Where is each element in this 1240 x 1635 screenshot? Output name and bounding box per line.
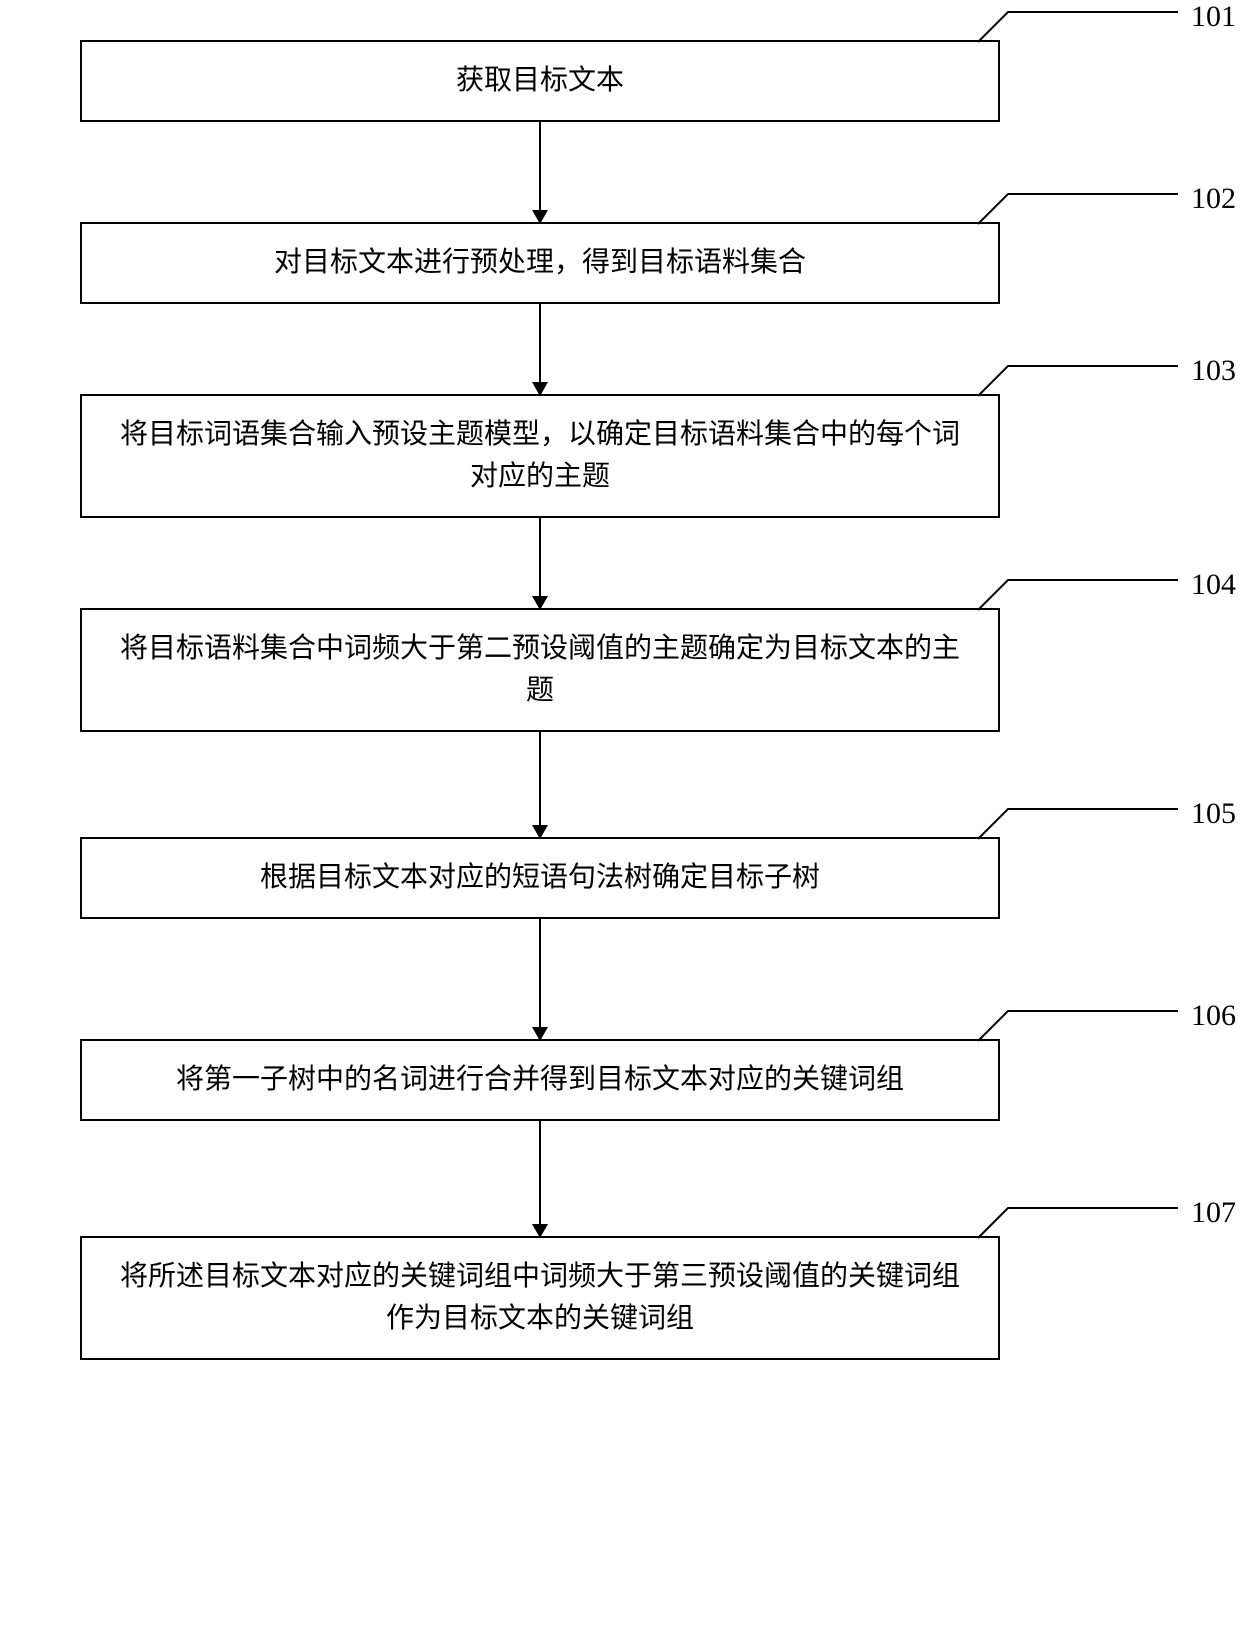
callout-line-icon — [978, 12, 1178, 72]
arrow-wrapper — [20, 518, 1220, 608]
flow-row: 将第一子树中的名词进行合并得到目标文本对应的关键词组 106 — [20, 1039, 1220, 1121]
arrow-wrapper — [20, 304, 1220, 394]
flow-step-103: 将目标词语集合输入预设主题模型，以确定目标语料集合中的每个词对应的主题 103 — [80, 394, 1000, 518]
flow-row: 将目标词语集合输入预设主题模型，以确定目标语料集合中的每个词对应的主题 103 — [20, 394, 1220, 518]
step-label: 101 — [1191, 0, 1236, 39]
step-label: 102 — [1191, 176, 1236, 221]
step-label: 107 — [1191, 1190, 1236, 1235]
flow-row: 根据目标文本对应的短语句法树确定目标子树 105 — [20, 837, 1220, 919]
flow-step-107: 将所述目标文本对应的关键词组中词频大于第三预设阈值的关键词组作为目标文本的关键词… — [80, 1236, 1000, 1360]
step-text: 将所述目标文本对应的关键词组中词频大于第三预设阈值的关键词组作为目标文本的关键词… — [120, 1261, 960, 1334]
arrow-wrapper — [20, 1121, 1220, 1236]
flow-row: 获取目标文本 101 — [20, 40, 1220, 122]
step-label: 103 — [1191, 348, 1236, 393]
arrow-down-icon — [539, 732, 541, 837]
step-label: 104 — [1191, 562, 1236, 607]
flow-step-106: 将第一子树中的名词进行合并得到目标文本对应的关键词组 106 — [80, 1039, 1000, 1121]
arrow-down-icon — [539, 518, 541, 608]
arrow-wrapper — [20, 122, 1220, 222]
arrow-wrapper — [20, 732, 1220, 837]
flow-step-104: 将目标语料集合中词频大于第二预设阈值的主题确定为目标文本的主题 104 — [80, 608, 1000, 732]
flow-row: 对目标文本进行预处理，得到目标语料集合 102 — [20, 222, 1220, 304]
flow-row: 将所述目标文本对应的关键词组中词频大于第三预设阈值的关键词组作为目标文本的关键词… — [20, 1236, 1220, 1360]
step-label: 105 — [1191, 791, 1236, 836]
step-text: 将目标词语集合输入预设主题模型，以确定目标语料集合中的每个词对应的主题 — [120, 419, 960, 492]
arrow-down-icon — [539, 919, 541, 1039]
step-text: 将第一子树中的名词进行合并得到目标文本对应的关键词组 — [176, 1064, 904, 1095]
arrow-down-icon — [539, 122, 541, 222]
step-text: 对目标文本进行预处理，得到目标语料集合 — [274, 247, 806, 278]
flow-row: 将目标语料集合中词频大于第二预设阈值的主题确定为目标文本的主题 104 — [20, 608, 1220, 732]
step-text: 将目标语料集合中词频大于第二预设阈值的主题确定为目标文本的主题 — [120, 633, 960, 706]
arrow-wrapper — [20, 919, 1220, 1039]
arrow-down-icon — [539, 304, 541, 394]
flow-step-101: 获取目标文本 101 — [80, 40, 1000, 122]
step-label: 106 — [1191, 993, 1236, 1038]
step-text: 根据目标文本对应的短语句法树确定目标子树 — [260, 862, 820, 893]
step-text: 获取目标文本 — [456, 65, 624, 96]
flow-step-105: 根据目标文本对应的短语句法树确定目标子树 105 — [80, 837, 1000, 919]
flow-step-102: 对目标文本进行预处理，得到目标语料集合 102 — [80, 222, 1000, 304]
flowchart-container: 获取目标文本 101 对目标文本进行预处理，得到目标语料集合 102 将目标词语… — [20, 40, 1220, 1360]
arrow-down-icon — [539, 1121, 541, 1236]
